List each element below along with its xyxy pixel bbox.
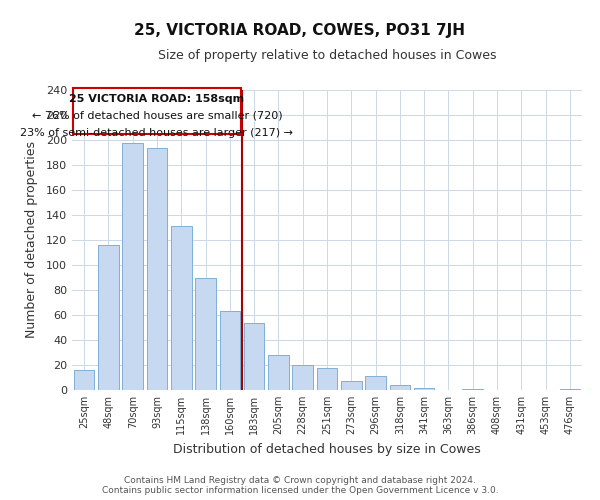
Title: Size of property relative to detached houses in Cowes: Size of property relative to detached ho… <box>158 50 496 62</box>
FancyBboxPatch shape <box>73 88 241 134</box>
Bar <box>463 389 483 390</box>
Bar <box>389 385 410 390</box>
Text: Contains HM Land Registry data © Crown copyright and database right 2024.: Contains HM Land Registry data © Crown c… <box>124 476 476 485</box>
X-axis label: Distribution of detached houses by size in Cowes: Distribution of detached houses by size … <box>173 442 481 456</box>
Bar <box>341 381 362 390</box>
Text: 25, VICTORIA ROAD, COWES, PO31 7JH: 25, VICTORIA ROAD, COWES, PO31 7JH <box>134 22 466 38</box>
Bar <box>98 245 119 390</box>
Bar <box>292 365 313 390</box>
Bar <box>317 368 337 390</box>
Bar <box>365 376 386 390</box>
Text: Contains public sector information licensed under the Open Government Licence v : Contains public sector information licen… <box>101 486 499 495</box>
Text: ← 76% of detached houses are smaller (720): ← 76% of detached houses are smaller (72… <box>32 111 283 121</box>
Bar <box>244 322 265 390</box>
Y-axis label: Number of detached properties: Number of detached properties <box>25 142 38 338</box>
Bar <box>171 226 191 390</box>
Bar <box>220 311 240 390</box>
Bar <box>560 389 580 390</box>
Text: 25 VICTORIA ROAD: 158sqm: 25 VICTORIA ROAD: 158sqm <box>70 94 245 104</box>
Bar <box>122 142 143 390</box>
Bar <box>195 278 216 390</box>
Text: 23% of semi-detached houses are larger (217) →: 23% of semi-detached houses are larger (… <box>20 128 293 138</box>
Bar <box>74 370 94 390</box>
Bar <box>268 355 289 390</box>
Bar <box>414 388 434 390</box>
Bar <box>146 148 167 390</box>
